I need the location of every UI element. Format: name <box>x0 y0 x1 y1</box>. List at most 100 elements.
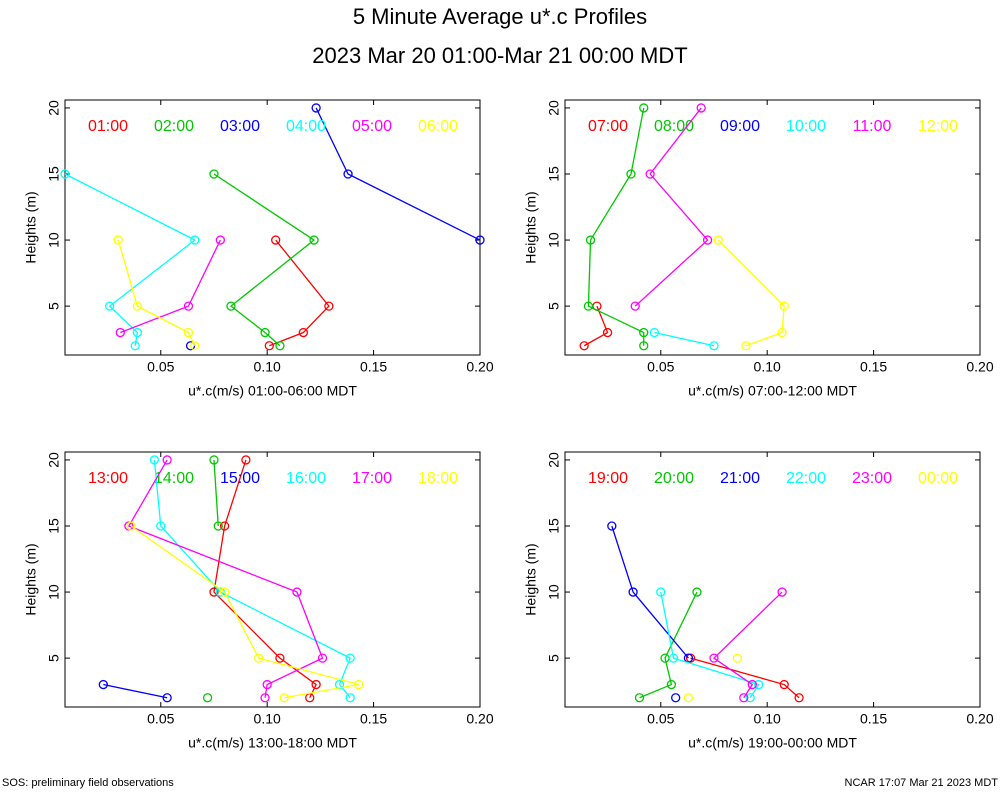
data-point <box>183 327 194 338</box>
data-point <box>666 679 677 690</box>
data-point <box>183 301 194 311</box>
y-axis-label: Heights (m) <box>523 191 539 263</box>
data-point <box>602 327 613 338</box>
y-tick-label: 20 <box>46 452 62 468</box>
y-tick-label: 5 <box>46 302 62 310</box>
data-point <box>190 341 200 351</box>
legend-label: 02:00 <box>154 118 194 135</box>
data-point <box>475 235 485 245</box>
series-line <box>717 239 785 347</box>
y-tick-label: 5 <box>546 654 562 662</box>
data-point <box>583 301 594 311</box>
data-point <box>607 521 617 531</box>
data-point <box>260 693 270 703</box>
data-point <box>324 301 334 311</box>
data-point <box>209 455 219 465</box>
data-point <box>219 587 230 597</box>
data-point <box>345 653 355 663</box>
data-point <box>209 169 219 179</box>
series-line <box>611 525 689 659</box>
data-point <box>275 653 285 663</box>
legend-label: 04:00 <box>286 118 326 135</box>
data-point <box>317 653 328 663</box>
data-point <box>671 693 681 703</box>
data-point <box>209 587 219 597</box>
data-point <box>739 693 749 703</box>
legend-label: 16:00 <box>286 470 326 487</box>
y-tick-label: 20 <box>546 452 562 468</box>
x-axis-label: u*.c(m/s) 13:00-18:00 MDT <box>188 735 357 751</box>
series-line <box>103 683 168 699</box>
data-point <box>777 327 787 338</box>
data-point <box>213 521 223 531</box>
y-tick-label: 15 <box>546 518 562 534</box>
legend-label: 07:00 <box>588 118 628 135</box>
data-point <box>343 169 353 179</box>
chart-title: 5 Minute Average u*.c Profiles <box>353 4 647 29</box>
legend-label: 12:00 <box>918 118 958 135</box>
data-point <box>645 169 655 179</box>
series-line <box>712 591 783 699</box>
data-point <box>202 693 213 703</box>
data-point <box>149 455 160 465</box>
data-point <box>634 693 645 703</box>
data-point <box>683 693 694 703</box>
series-line <box>64 173 197 346</box>
data-point <box>162 693 172 703</box>
plot-frame <box>564 99 981 356</box>
data-point <box>585 235 596 245</box>
series-line <box>660 591 760 699</box>
x-tick-label: 0.05 <box>147 711 174 727</box>
x-tick-label: 0.10 <box>254 711 281 727</box>
plot-frame <box>564 451 981 708</box>
data-point <box>732 653 743 663</box>
y-tick-label: 10 <box>546 584 562 600</box>
data-point <box>60 169 70 179</box>
data-point <box>275 341 285 351</box>
data-point <box>754 679 764 690</box>
series-line <box>213 459 317 699</box>
data-point <box>162 455 172 465</box>
x-tick-label: 0.15 <box>360 711 387 727</box>
series-line <box>690 657 800 699</box>
x-tick-label: 0.05 <box>147 359 174 375</box>
x-axis-label: u*.c(m/s) 07:00-12:00 MDT <box>688 383 857 399</box>
series-line <box>213 459 219 527</box>
y-tick-label: 15 <box>46 166 62 182</box>
data-point <box>254 653 264 663</box>
legend-label: 08:00 <box>654 118 694 135</box>
data-point <box>226 301 236 311</box>
legend-label: 06:00 <box>418 118 458 135</box>
data-point <box>713 235 723 245</box>
series-line <box>587 107 645 346</box>
y-tick-label: 5 <box>546 302 562 310</box>
data-point <box>626 169 636 179</box>
y-tick-label: 20 <box>46 100 62 116</box>
data-point <box>630 301 640 311</box>
data-point <box>190 235 200 245</box>
data-point <box>628 587 638 597</box>
series-line <box>130 525 359 699</box>
data-point <box>779 679 789 690</box>
y-tick-label: 10 <box>546 232 562 248</box>
legend-label: 01:00 <box>88 118 128 135</box>
data-point <box>219 521 230 531</box>
data-point <box>794 693 804 703</box>
series-line <box>315 107 481 241</box>
y-tick-label: 5 <box>46 654 62 662</box>
x-tick-label: 0.15 <box>860 711 887 727</box>
legend-label: 09:00 <box>720 118 760 135</box>
data-point <box>668 653 679 663</box>
y-axis-label: Heights (m) <box>23 543 39 615</box>
x-tick-label: 0.15 <box>860 359 887 375</box>
x-tick-label: 0.05 <box>647 359 674 375</box>
legend-label: 18:00 <box>418 470 458 487</box>
x-axis-label: u*.c(m/s) 19:00-00:00 MDT <box>688 735 857 751</box>
data-point <box>649 327 660 338</box>
x-tick-label: 0.10 <box>254 359 281 375</box>
data-point <box>126 521 136 531</box>
legend-label: 14:00 <box>154 470 194 487</box>
chart-subtitle: 2023 Mar 20 01:00-Mar 21 00:00 MDT <box>312 43 687 68</box>
y-axis-label: Heights (m) <box>523 543 539 615</box>
legend-label: 11:00 <box>853 118 892 135</box>
